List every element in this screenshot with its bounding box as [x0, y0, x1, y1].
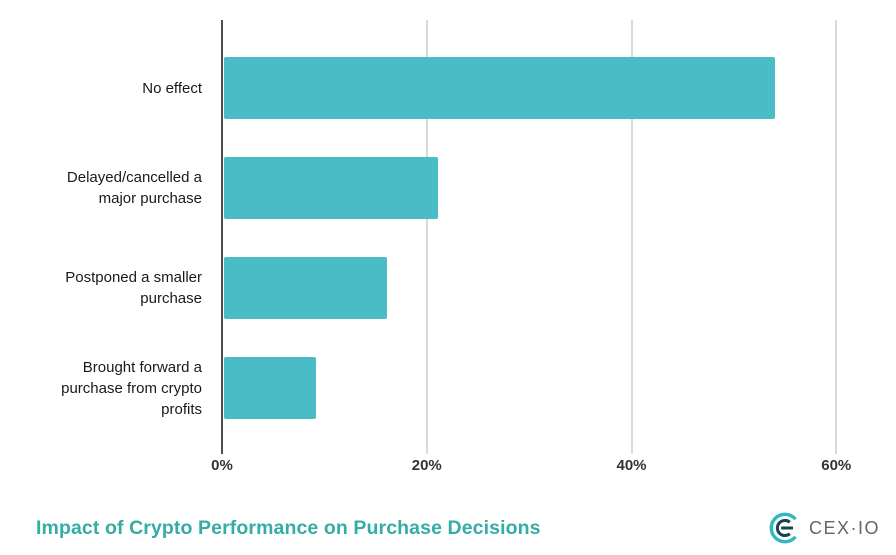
brand-wordmark: CEX·IO — [808, 517, 880, 538]
bar — [224, 257, 388, 319]
category-axis: No effect Delayed/cancelled a major purch… — [0, 38, 212, 438]
bar-row — [224, 138, 868, 238]
plot-area — [221, 20, 868, 454]
y-axis-line — [221, 20, 223, 454]
chart-title: Impact of Crypto Performance on Purchase… — [36, 517, 541, 539]
cexio-logo-icon — [769, 512, 797, 544]
brand-logo: CEX·IO — [768, 510, 880, 546]
category-label: No effect — [142, 79, 202, 97]
x-tick-label: 60% — [821, 457, 852, 474]
category-label: Delayed/cancelled a major purchase — [66, 169, 202, 207]
x-tick-label: 40% — [616, 457, 647, 474]
gridline — [835, 20, 838, 454]
bar-row — [224, 338, 868, 438]
bar-row — [224, 38, 868, 138]
category-label: Postponed a smaller purchase — [65, 269, 202, 307]
category-label: Brought forward a purchase from crypto p… — [61, 358, 202, 418]
gridline — [425, 20, 428, 454]
gridline — [630, 20, 633, 454]
bar — [224, 157, 439, 219]
bar-row — [224, 238, 868, 338]
bars-container — [224, 38, 868, 438]
bar — [224, 357, 316, 419]
bar — [224, 57, 776, 119]
x-tick-label: 20% — [411, 457, 442, 474]
x-tick-label: 0% — [211, 457, 233, 474]
value-axis: 0% 20% 40% 60% — [211, 457, 868, 479]
